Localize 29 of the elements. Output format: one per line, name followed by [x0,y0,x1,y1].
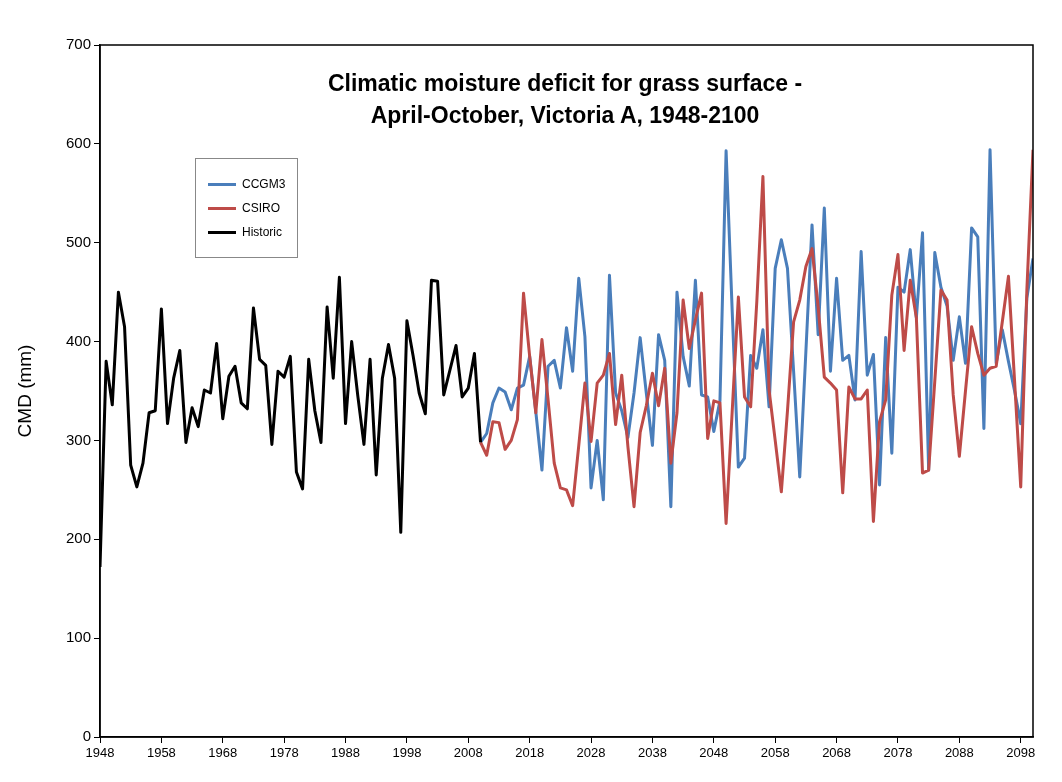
x-tick-label: 1948 [85,745,115,761]
x-tick-label: 2098 [1006,745,1036,761]
y-tick-label: 700 [65,35,91,53]
x-tick-label: 2028 [576,745,606,761]
legend-label: CCGM3 [242,177,286,191]
x-tick-label: 2088 [944,745,974,761]
y-tick-label: 100 [65,628,91,646]
x-tick-label: 2048 [699,745,729,761]
legend-label: CSIRO [242,201,281,215]
x-tick-label: 1958 [146,745,176,761]
text: Climatic moisture deficit for grass surface - April-October, Victoria A, 1948-2100 [327,70,803,129]
y-tick-label: 0 [82,727,91,745]
y-tick-label: 300 [65,430,91,448]
x-tick-label: 2018 [515,745,545,761]
legend-label: Historic [242,225,283,239]
y-axis-title: CMD (mm) [13,344,35,438]
y-tick-label: 500 [65,232,91,250]
x-tick-label: 1968 [208,745,238,761]
x-tick-label: 1988 [331,745,360,761]
y-tick-label: 400 [65,331,91,349]
y-tick-label: 200 [65,529,91,547]
x-tick-label: 1998 [392,745,422,761]
x-tick-label: 1978 [269,745,299,761]
y-tick-label: 600 [65,134,91,151]
x-tick-label: 2058 [760,745,790,761]
x-tick-label: 2078 [883,745,913,761]
x-tick-label: 2038 [637,745,667,761]
x-tick-label: 2068 [822,745,852,761]
x-tick-label: 2008 [453,745,483,761]
